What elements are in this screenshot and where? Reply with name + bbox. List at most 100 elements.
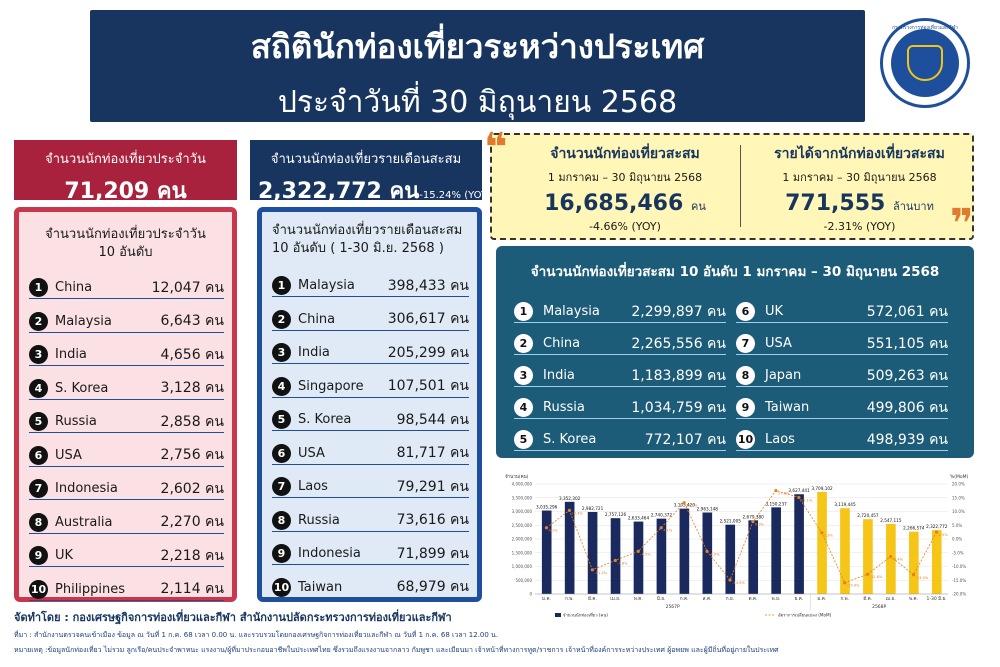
y2-tick-label: -15.0%: [952, 578, 966, 583]
mom-data-label: 4.1%: [548, 529, 558, 533]
ytd-rank-row: 3 India 1,183,899 คน: [514, 365, 726, 387]
y-tick-label: 0: [529, 592, 532, 597]
rank-row: 1 China 12,047 คน: [29, 277, 224, 299]
rank-number-badge: 7: [272, 477, 291, 496]
bar-data-label: 3,119,445: [834, 502, 856, 507]
revenue-heading: รายได้จากนักท่องเที่ยวสะสม: [774, 146, 945, 162]
rank-row: 10 Taiwan 68,979 คน: [272, 577, 469, 599]
mom-point: [911, 573, 916, 577]
country-name: UK: [765, 304, 784, 319]
y2-tick-label: 20.0%: [952, 482, 965, 487]
country-name: USA: [298, 445, 325, 461]
x-tick-label: ธ.ค.: [795, 596, 804, 602]
mom-data-label: -15.9%: [847, 584, 860, 588]
rank-number-badge: 5: [272, 410, 291, 429]
country-name: India: [55, 347, 87, 362]
chart-bar: [817, 491, 827, 594]
rank-number-badge: 1: [272, 276, 291, 295]
mom-point: [889, 555, 893, 559]
visitor-count: 509,263 คน: [866, 367, 948, 384]
country-name: Malaysia: [55, 313, 112, 329]
remark-note: หมายเหตุ :ข้อมูลนักท่องเที่ยว ไม่รวม ลูก…: [14, 646, 779, 654]
mom-data-label: 4.1%: [663, 529, 673, 533]
rank-number-badge: 8: [29, 512, 48, 532]
rank-row: 5 S. Korea 98,544 คน: [272, 409, 469, 431]
chart-bar: [863, 519, 873, 594]
x-tick-label: ม.ค.: [542, 597, 551, 602]
visitor-count: 98,544 คน: [396, 411, 469, 428]
x-tick-label: มี.ค.: [588, 596, 597, 602]
mom-data-label: -14.9%: [732, 581, 745, 585]
bar-data-label: 3,150,237: [765, 501, 787, 506]
country-name: Malaysia: [298, 278, 355, 293]
visitor-count: 499,806 คน: [866, 399, 948, 416]
visitor-count: 107,501 คน: [387, 378, 469, 394]
rank-row: 4 S. Korea 3,128 คน: [29, 378, 224, 400]
bar-data-label: 3,352,302: [559, 496, 581, 501]
summary-divider: [740, 145, 741, 227]
open-quote-icon: ❝: [484, 125, 508, 171]
y-tick-label: 2,000,000: [512, 537, 533, 542]
revenue-value: 771,555: [785, 191, 886, 216]
chart-bar: [840, 508, 850, 594]
rank-number-badge: 3: [514, 366, 533, 385]
y2-tick-label: -20.0%: [952, 592, 966, 597]
mom-point: [544, 526, 549, 530]
chart-bar: [886, 523, 896, 594]
ytd-top10-panel: จำนวนนักท่องเที่ยวสะสม 10 อันดับ 1 มกราค…: [496, 246, 974, 458]
bar-data-label: 2,982,721: [582, 506, 604, 511]
mom-point: [797, 495, 801, 500]
mom-data-label: 17.6%: [778, 492, 790, 496]
mom-data-label: 15.1%: [801, 498, 813, 502]
rank-number-badge: 4: [272, 376, 291, 396]
y-tick-label: 1,500,000: [512, 550, 533, 555]
daily-top10-panel: จำนวนนักท่องเที่ยวประจำวัน 10 อันดับ 1 Ch…: [14, 207, 237, 602]
logo-emblem-icon: [891, 29, 959, 97]
country-name: S. Korea: [55, 380, 109, 396]
visitor-count: 81,717 คน: [396, 445, 469, 461]
visitor-count: 2,114 คน: [160, 581, 224, 597]
visitor-count: 306,617 คน: [387, 311, 469, 327]
bar-data-label: 3,035,296: [536, 505, 558, 510]
y-tick-label: 4,000,000: [512, 482, 533, 487]
ytd-rank-row: 5 S. Korea 772,107 คน: [514, 429, 726, 451]
y2-tick-label: -5.0%: [952, 550, 964, 555]
country-name: Taiwan: [765, 400, 810, 415]
daily-top10-subtitle: 10 อันดับ: [98, 245, 153, 260]
y2-axis-label: %(MoM): [950, 474, 969, 480]
legend-bar-label: จำนวนนักท่องเที่ยว (คน): [563, 612, 608, 618]
bar-data-label: 2,679,380: [743, 514, 765, 519]
bar-data-label: 2,322,772: [926, 524, 948, 529]
mom-point: [590, 568, 594, 572]
ytd-rank-row: 2 China 2,265,556 คน: [514, 333, 726, 355]
x-tick-label: พ.ย.: [772, 596, 780, 602]
chart-bar: [564, 501, 575, 594]
bar-data-label: 3,103,420: [674, 503, 696, 508]
rank-row: 5 Russia 2,858 คน: [29, 411, 224, 433]
mom-line: [546, 490, 937, 584]
y2-tick-label: -10.0%: [952, 564, 966, 569]
rank-number-badge: 7: [29, 479, 48, 498]
logo-text: กระทรวงการท่องเที่ยวและกีฬา: [892, 25, 958, 31]
daily-total-value: 71,209 คน: [64, 179, 187, 204]
daily-total-card: จำนวนนักท่องเที่ยวประจำวัน 71,209 คน: [14, 140, 237, 204]
y2-tick-label: 15.0%: [952, 495, 965, 500]
chart-bar: [656, 518, 667, 594]
cumulative-summary-box: จำนวนนักท่องเที่ยวสะสม 1 มกราคม – 30 มิถ…: [490, 133, 974, 240]
visitor-count: 572,061 คน: [866, 303, 948, 320]
visitor-count: 71,899 คน: [396, 545, 469, 562]
rank-row: 4 Singapore 107,501 คน: [272, 376, 469, 398]
visitor-count: 73,616 คน: [396, 512, 469, 528]
chart-bar: [633, 521, 644, 594]
rank-number-badge: 9: [272, 544, 291, 563]
monthly-top10-panel: จำนวนนักท่องเที่ยวรายเดือนสะสม 10 อันดับ…: [257, 207, 482, 602]
revenue-period: 1 มกราคม – 30 มิถุนายน 2568: [782, 171, 937, 184]
legend-line-label: อัตราการเปลี่ยนแปลง (MoM): [778, 612, 832, 618]
x-tick-label: เม.ย.: [610, 597, 620, 602]
ytd-rank-row: 7 USA 551,105 คน: [736, 333, 948, 355]
x-tick-label: ก.พ.: [565, 596, 574, 602]
country-name: Indonesia: [298, 546, 361, 561]
ytd-rank-row: 1 Malaysia 2,299,897 คน: [514, 301, 726, 323]
rank-number-badge: 3: [272, 343, 291, 362]
rank-number-badge: 3: [29, 345, 48, 364]
